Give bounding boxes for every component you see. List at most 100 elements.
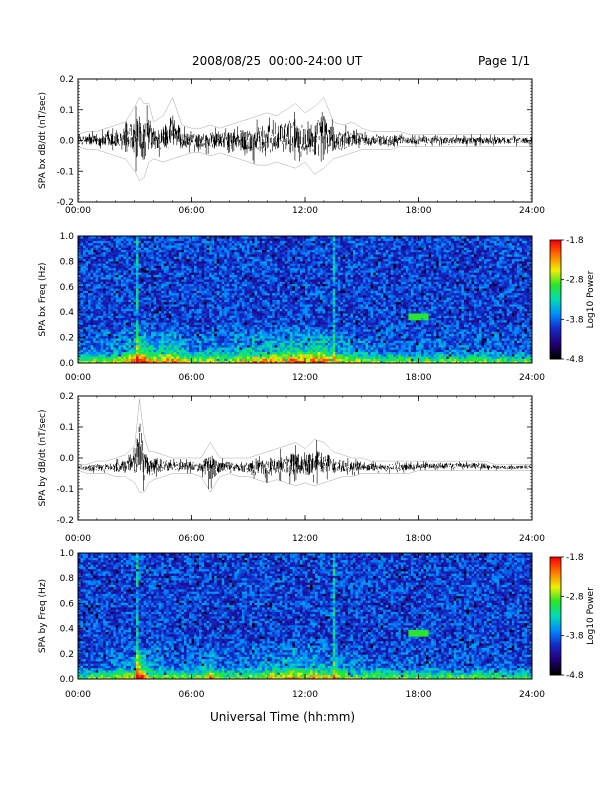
spectrogram-cell (188, 328, 192, 332)
spectrogram-cell (90, 260, 94, 264)
spectrogram-cell (191, 333, 195, 337)
spectrogram-cell (181, 251, 185, 255)
spectrogram-cell (287, 263, 291, 266)
spectrogram-cell (138, 242, 142, 246)
spectrogram-cell (176, 276, 180, 280)
spectrogram-cell (246, 283, 250, 287)
spectrogram-cell (176, 319, 180, 323)
spectrogram-cell (262, 340, 266, 343)
spectrogram-cell (110, 353, 114, 357)
spectrogram-cell (279, 317, 283, 321)
spectrogram-cell (128, 358, 132, 362)
spectrogram-cell (272, 249, 276, 253)
spectrogram-cell (158, 315, 162, 319)
spectrogram-cell (95, 294, 99, 298)
spectrogram-cell (257, 292, 260, 296)
spectrogram-cell (83, 274, 86, 278)
spectrogram-cell (234, 310, 238, 314)
spectrogram-cell (105, 356, 109, 359)
spectrogram-cell (123, 260, 127, 264)
spectrogram-cell (211, 351, 215, 355)
spectrogram-cell (173, 247, 177, 251)
spectrogram-cell (90, 326, 94, 330)
spectrogram-cell (287, 238, 291, 241)
spectrogram-cell (259, 265, 263, 269)
spectrogram-cell (110, 344, 114, 348)
spectrogram-cell (239, 276, 243, 280)
spectrogram-cell (289, 326, 293, 330)
spectrogram-cell (176, 247, 180, 251)
spectrogram-cell (90, 315, 94, 319)
spectrogram-cell (120, 338, 124, 341)
spectrogram-cell (148, 279, 152, 282)
spectrogram-cell (146, 331, 150, 334)
spectrogram-cell (120, 279, 124, 282)
spectrogram-cell (219, 258, 223, 262)
spectrogram-cell (88, 308, 92, 312)
spectrogram-cell (83, 267, 86, 271)
spectrogram-cell (199, 263, 202, 266)
spectrogram-cell (93, 324, 97, 328)
spectrogram-cell (289, 279, 293, 282)
spectrogram-cell (244, 247, 248, 251)
spectrogram-cell (178, 260, 182, 264)
spectrogram-cell (204, 281, 208, 285)
spectrogram-cell (191, 238, 195, 241)
spectrogram-cell (282, 240, 286, 244)
spectrogram-cell (98, 258, 102, 262)
spectrogram-cell (141, 349, 144, 353)
spectrogram-cell (211, 322, 215, 325)
spectrogram-cell (239, 290, 243, 294)
spectrogram-cell (229, 272, 233, 275)
spectrogram-cell (241, 322, 245, 325)
spectrogram-cell (274, 247, 278, 251)
spectrogram-cell (123, 315, 127, 319)
spectrogram-cell (130, 301, 134, 305)
spectrogram-cell (231, 270, 235, 273)
spectrogram-cell (209, 333, 213, 337)
spectrogram-cell (219, 319, 223, 323)
spectrogram-cell (279, 283, 283, 287)
spectrogram-cell (80, 338, 84, 341)
spectrogram-cell (284, 238, 288, 241)
spectrogram-cell (277, 279, 281, 282)
spectrogram-cell (161, 263, 165, 266)
spectrogram-cell (171, 281, 175, 285)
spectrogram-cell (231, 240, 235, 244)
spectrogram-cell (186, 270, 190, 273)
spectrogram-cell (264, 260, 268, 264)
spectrogram-cell (125, 353, 129, 357)
spectrogram-cell (105, 328, 109, 332)
spectrogram-cell (151, 258, 155, 262)
spectrogram-cell (254, 315, 258, 319)
spectrogram-cell (98, 290, 102, 294)
spectrogram-cell (138, 301, 142, 305)
spectrogram-cell (178, 290, 182, 294)
spectrogram-cell (277, 304, 281, 307)
spectrogram-cell (78, 301, 81, 305)
spectrogram-cell (206, 288, 210, 291)
spectrogram-cell (287, 317, 291, 321)
spectrogram-cell (262, 342, 266, 346)
spectrogram-cell (236, 292, 240, 296)
spectrogram-cell (206, 245, 210, 248)
spectrogram-cell (183, 315, 187, 319)
spectrogram-cell (289, 265, 293, 269)
spectrogram-cell (194, 290, 197, 294)
spectrogram-cell (168, 353, 172, 357)
spectrogram-cell (141, 340, 144, 343)
spectrogram-cell (267, 301, 271, 305)
spectrogram-cell (252, 322, 255, 325)
spectrogram-cell (206, 306, 210, 309)
spectrogram-cell (95, 353, 99, 357)
spectrogram-cell (110, 324, 114, 328)
spectrogram-cell (105, 331, 109, 334)
spectrogram-cell (236, 328, 240, 332)
spectrogram-cell (204, 342, 208, 346)
spectrogram-cell (269, 306, 273, 309)
spectrogram-cell (108, 276, 112, 280)
spectrogram-cell (234, 270, 238, 273)
spectrogram-cell (85, 285, 89, 289)
spectrogram-cell (287, 249, 291, 253)
spectrogram-cell (171, 258, 175, 262)
